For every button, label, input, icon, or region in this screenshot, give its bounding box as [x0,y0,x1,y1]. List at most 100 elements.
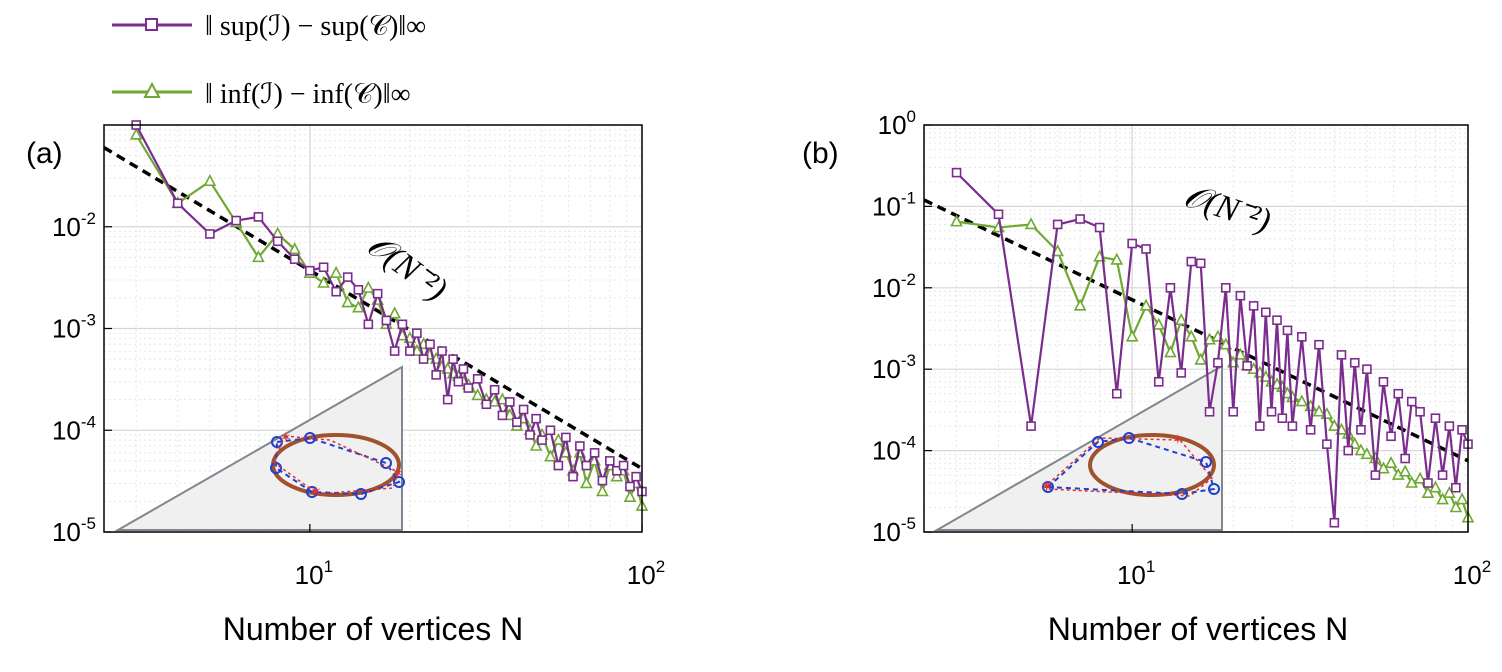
data-point-square [1305,425,1316,435]
data-point-triangle [362,280,375,293]
data-point-square [1430,413,1441,424]
data-point-square [272,236,283,247]
data-point-triangle [1436,492,1449,505]
data-point-square [1213,357,1223,368]
data-point-square [1052,219,1063,230]
panel-b-reference-line [923,198,1469,463]
data-point-triangle [1328,418,1341,431]
data-point-triangle [552,432,565,445]
panel-a-label: (a) [26,137,63,170]
data-point-square [505,397,515,407]
data-point-triangle [388,306,401,319]
data-point-square [253,212,264,222]
data-point-square [1277,413,1288,424]
data-point-triangle [1449,500,1463,513]
data-point-triangle [288,242,301,255]
data-point-square [597,475,608,486]
legend-marker-square [145,18,158,31]
legend-label-sup: ‖ sup(ℐ) − sup(𝒞)‖∞ [205,11,426,42]
data-point-triangle [1405,475,1419,488]
data-point-square [1141,244,1151,254]
data-point-triangle [1139,298,1153,311]
data-point-triangle [329,265,343,278]
panel-b-xlabel: Number of vertices N [1048,611,1349,647]
data-point-square [1127,238,1137,249]
data-point-triangle [1455,492,1469,505]
data-point-triangle [1429,480,1442,493]
data-point-square [318,262,329,273]
inset-vertex [355,488,367,500]
inset-inner-polygon [1045,436,1216,496]
data-point-triangle [580,476,593,489]
data-point-square [442,394,453,405]
data-point-square [397,319,408,330]
data-point-triangle [1164,345,1177,358]
data-point-square [1415,406,1425,417]
data-point-square [1026,421,1036,431]
data-point-square [1314,339,1324,350]
y-tick-label: 10-3 [52,311,96,344]
data-point-triangle [341,295,355,308]
inset-vertex [1123,432,1135,444]
panel-b-label: (b) [802,137,839,170]
data-point-triangle [950,214,963,227]
data-point-square [518,404,529,415]
inset-star: ✶ [392,465,404,481]
data-point-triangle [544,449,557,462]
data-point-square [412,328,422,338]
inset-outer-polygon [1047,437,1214,497]
data-point-square [1393,388,1404,399]
inset-vertex [306,486,318,498]
data-point-square [1228,406,1239,417]
inset-star: ✶ [1040,479,1053,496]
panel-b-ticks: 100 10-1 10-2 10-3 10-4 10-5 101 102 [872,107,1491,590]
data-point-square [381,315,392,326]
inset-vertex [1208,483,1220,495]
data-point-square [553,460,564,471]
data-point-square [363,319,374,330]
data-point-triangle [1398,464,1412,477]
x-tick-label: 101 [1117,557,1155,590]
x-tick-label: 102 [627,557,665,590]
data-point-square [1457,425,1467,435]
data-point-square [1322,439,1332,449]
y-tick-label: 10-4 [52,412,96,445]
data-point-square [389,346,400,356]
data-point-square [605,456,615,466]
data-point-triangle [596,484,609,497]
data-point-square [1297,332,1307,342]
data-point-triangle [1174,312,1188,325]
panel-b-axes-box [923,124,1469,533]
series-line-square [955,171,1470,523]
data-point-triangle [1312,404,1326,417]
data-point-square [463,383,474,393]
y-tick-label: 100 [878,107,916,140]
inset-star: ✶ [1172,431,1184,447]
data-point-square [1406,396,1417,407]
data-point-square [1261,307,1271,318]
inset-inner-polygon [274,436,401,496]
data-point-triangle [203,174,217,187]
panel-b-annotation: 𝒪(N⁻²) [1180,177,1276,240]
data-point-triangle [1184,329,1198,342]
data-point-triangle [503,408,517,421]
data-point-square [353,285,364,295]
data-point-square [1242,361,1252,371]
data-point-square [575,441,585,451]
panel-a-xlabel: Number of vertices N [223,611,524,647]
data-point-square [537,435,547,445]
data-point-square [231,215,241,226]
data-point-square [1451,482,1461,493]
inset-star: ✶ [310,483,322,499]
data-point-square [1255,421,1265,431]
data-point-square [497,410,508,421]
data-point-triangle [252,250,265,263]
inset-vertex [380,457,392,469]
data-point-square [1204,406,1215,417]
data-point-square [545,425,556,436]
data-point-square [448,354,458,364]
panel-a-series [129,120,649,511]
data-point-square [172,198,183,209]
data-point-triangle [496,392,509,405]
